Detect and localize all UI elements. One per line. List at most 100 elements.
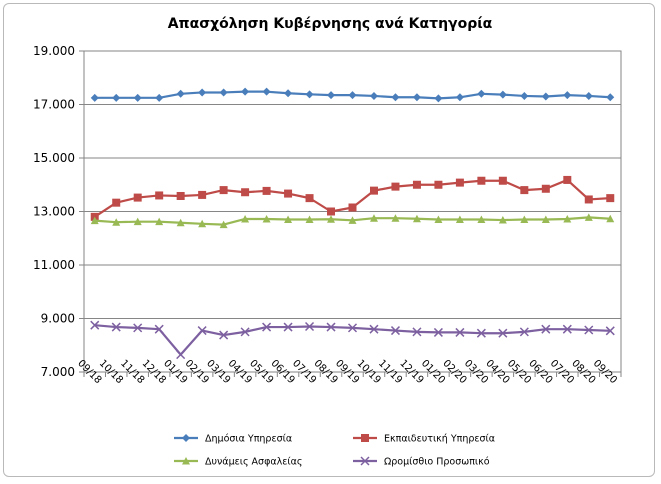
data-point xyxy=(176,218,185,227)
data-point xyxy=(498,216,507,224)
data-point xyxy=(219,220,228,229)
data-point xyxy=(347,323,358,333)
data-point xyxy=(391,214,400,222)
data-point xyxy=(348,203,357,212)
data-point xyxy=(327,91,336,100)
data-point xyxy=(455,215,464,224)
data-point xyxy=(434,180,443,189)
data-point xyxy=(519,327,529,337)
data-point xyxy=(284,89,293,98)
data-point xyxy=(182,457,190,465)
data-point xyxy=(176,191,185,200)
data-point xyxy=(584,325,594,335)
data-point-stroke xyxy=(360,456,370,466)
y-tick-label: 9.000 xyxy=(41,312,75,326)
data-point xyxy=(563,214,572,223)
data-point xyxy=(155,191,164,200)
y-tick-label: 19.000 xyxy=(33,44,75,58)
data-point xyxy=(563,91,572,100)
data-point xyxy=(541,184,550,193)
data-point xyxy=(284,215,293,224)
data-point-stroke xyxy=(584,325,594,335)
data-point xyxy=(305,194,314,203)
data-point xyxy=(133,193,142,202)
data-point xyxy=(584,195,593,204)
data-point xyxy=(584,91,593,100)
series-1 xyxy=(90,87,615,103)
data-point xyxy=(606,93,615,102)
data-point xyxy=(455,93,464,102)
data-point xyxy=(434,94,443,103)
data-point xyxy=(176,350,186,360)
data-point xyxy=(305,90,314,99)
series-lines xyxy=(90,87,615,360)
legend-entry: Δυνάμεις Ασφαλείας xyxy=(174,457,302,468)
data-point-stroke xyxy=(498,328,508,338)
data-point xyxy=(476,328,486,338)
legend-entry: Δημόσια Υπηρεσία xyxy=(174,434,292,445)
data-point-stroke xyxy=(476,328,486,338)
data-point xyxy=(219,186,228,195)
data-point-stroke xyxy=(562,324,572,334)
data-point xyxy=(348,216,357,224)
data-point xyxy=(326,322,336,332)
data-point xyxy=(262,186,271,195)
data-point xyxy=(433,327,443,337)
data-point xyxy=(133,93,142,102)
legend-entry: Εκπαιδευτική Υπηρεσία xyxy=(353,434,495,445)
data-point xyxy=(477,215,486,224)
data-point xyxy=(262,214,271,223)
chart-title: Απασχόληση Κυβέρνησης ανά Κατηγορία xyxy=(168,16,493,32)
data-point-stroke xyxy=(154,324,164,334)
data-point xyxy=(412,180,421,189)
data-point xyxy=(369,186,378,195)
data-point xyxy=(563,175,572,184)
data-point-stroke xyxy=(219,330,229,340)
data-point-stroke xyxy=(90,320,100,330)
data-point xyxy=(241,188,250,197)
data-point xyxy=(241,214,250,223)
data-point xyxy=(219,330,229,340)
data-point xyxy=(390,326,400,336)
data-point xyxy=(241,87,250,96)
data-point xyxy=(498,176,507,185)
legend-label: Εκπαιδευτική Υπηρεσία xyxy=(384,434,495,445)
data-point-stroke xyxy=(111,322,121,332)
data-point xyxy=(197,326,207,336)
y-tick-label: 13.000 xyxy=(33,205,75,219)
data-point-stroke xyxy=(176,350,186,360)
data-point xyxy=(284,189,293,198)
x-axis-tick-labels: 09/1810/1811/1812/1801/1902/1903/1904/19… xyxy=(75,358,619,386)
data-point-stroke xyxy=(283,322,293,332)
data-point xyxy=(455,178,464,187)
data-point xyxy=(198,88,207,97)
data-point xyxy=(369,214,378,222)
data-point xyxy=(541,324,551,334)
data-point xyxy=(327,207,336,216)
data-point xyxy=(112,218,121,226)
data-point xyxy=(155,217,164,226)
data-point xyxy=(305,215,314,224)
data-point xyxy=(262,87,271,96)
data-point xyxy=(182,434,190,442)
data-point-stroke xyxy=(390,326,400,336)
data-point xyxy=(111,322,121,332)
data-point-stroke xyxy=(605,326,615,336)
data-point xyxy=(498,328,508,338)
legend: Δημόσια Υπηρεσία Εκπαιδευτική Υπηρεσία Δυν… xyxy=(174,434,495,468)
series-4 xyxy=(90,320,615,360)
data-point xyxy=(455,327,465,337)
data-point xyxy=(584,213,593,221)
data-point xyxy=(541,92,550,101)
data-point xyxy=(391,182,400,191)
y-tick-label: 17.000 xyxy=(33,98,75,112)
data-point xyxy=(412,214,421,223)
data-point xyxy=(112,198,121,207)
data-point xyxy=(605,326,615,336)
legend-label: Δυνάμεις Ασφαλείας xyxy=(205,457,302,468)
data-point xyxy=(369,91,378,100)
data-point xyxy=(219,88,228,97)
data-point xyxy=(90,216,99,225)
data-point-stroke xyxy=(240,327,250,337)
